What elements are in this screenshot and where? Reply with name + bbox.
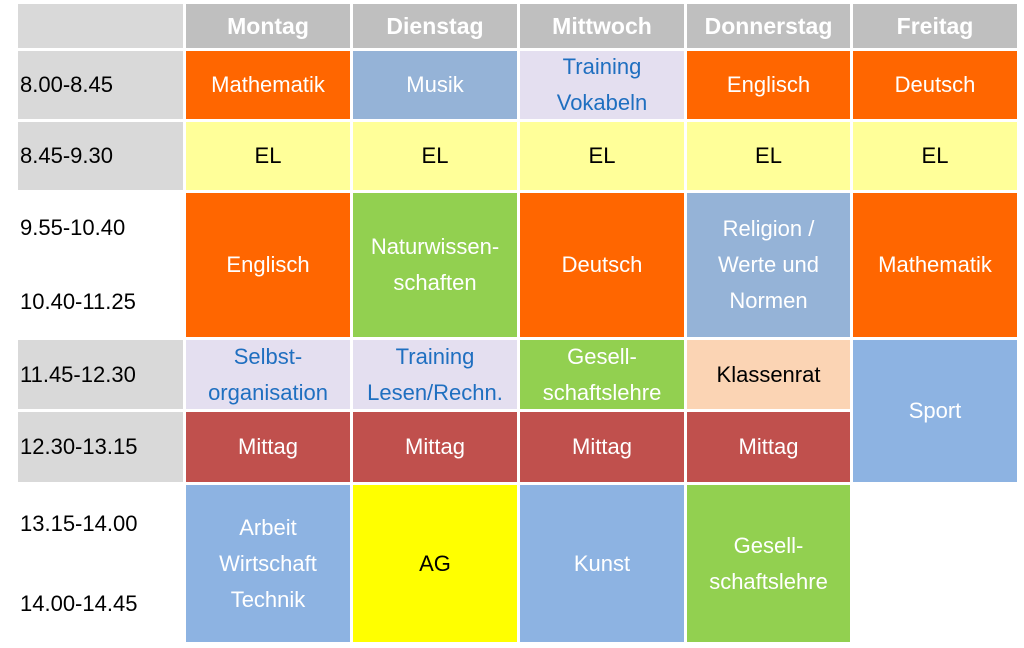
lesson-cell: AG bbox=[353, 485, 517, 642]
lesson-cell: Kunst bbox=[520, 485, 684, 642]
lesson-cell: Mathematik bbox=[853, 193, 1017, 337]
lesson-cell: Mittag bbox=[687, 412, 850, 482]
lesson-cell: EL bbox=[186, 122, 350, 190]
day-header: Mittwoch bbox=[520, 4, 684, 48]
lesson-cell: Training Vokabeln bbox=[520, 51, 684, 119]
lesson-cell: EL bbox=[687, 122, 850, 190]
day-header: Montag bbox=[186, 4, 350, 48]
time-cell: 8.00-8.45 bbox=[18, 51, 183, 119]
lesson-cell: Arbeit Wirtschaft Technik bbox=[186, 485, 350, 642]
lesson-cell: Mittag bbox=[520, 412, 684, 482]
lesson-cell: Naturwissen- schaften bbox=[353, 193, 517, 337]
lesson-cell: Gesell- schaftslehre bbox=[687, 485, 850, 642]
lesson-cell: Mathematik bbox=[186, 51, 350, 119]
lesson-cell: Selbst- organisation bbox=[186, 340, 350, 409]
time-cell: 10.40-11.25 bbox=[18, 266, 183, 337]
lesson-cell: Gesell- schaftslehre bbox=[520, 340, 684, 409]
day-header: Dienstag bbox=[353, 4, 517, 48]
lesson-cell: Englisch bbox=[687, 51, 850, 119]
time-cell: 13.15-14.00 bbox=[18, 485, 183, 562]
lesson-cell: Deutsch bbox=[520, 193, 684, 337]
lesson-cell: EL bbox=[853, 122, 1017, 190]
lesson-cell: Mittag bbox=[186, 412, 350, 482]
time-cell: 14.00-14.45 bbox=[18, 565, 183, 642]
corner-cell bbox=[18, 4, 183, 48]
lesson-cell: Religion / Werte und Normen bbox=[687, 193, 850, 337]
day-header: Donnerstag bbox=[687, 4, 850, 48]
lesson-cell: EL bbox=[353, 122, 517, 190]
lesson-cell: Englisch bbox=[186, 193, 350, 337]
lesson-cell: Musik bbox=[353, 51, 517, 119]
time-cell: 11.45-12.30 bbox=[18, 340, 183, 409]
time-cell: 9.55-10.40 bbox=[18, 193, 183, 263]
lesson-cell: Sport bbox=[853, 340, 1017, 482]
timetable: Montag Dienstag Mittwoch Donnerstag Frei… bbox=[18, 4, 1017, 642]
time-cell: 12.30-13.15 bbox=[18, 412, 183, 482]
day-header: Freitag bbox=[853, 4, 1017, 48]
lesson-cell: Mittag bbox=[353, 412, 517, 482]
lesson-cell: Training Lesen/Rechn. bbox=[353, 340, 517, 409]
lesson-cell: Deutsch bbox=[853, 51, 1017, 119]
time-cell: 8.45-9.30 bbox=[18, 122, 183, 190]
lesson-cell: EL bbox=[520, 122, 684, 190]
lesson-cell: Klassenrat bbox=[687, 340, 850, 409]
